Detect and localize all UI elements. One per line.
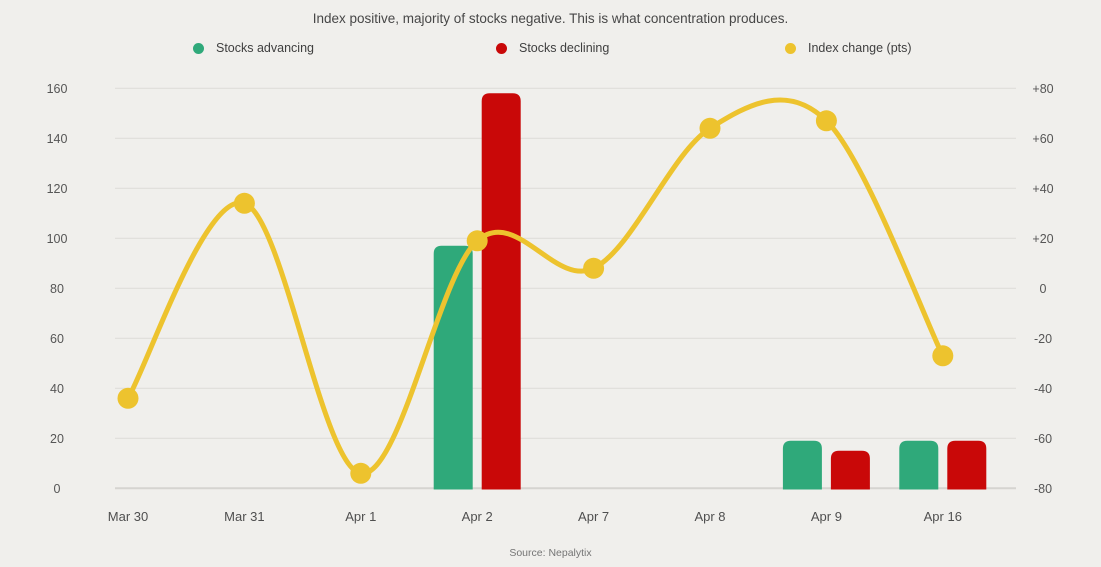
right-axis-tick-label: 0	[1040, 282, 1047, 296]
x-axis-category-label: Apr 16	[924, 509, 962, 524]
left-axis-tick-label: 120	[47, 182, 68, 196]
right-axis-tick-label: -20	[1034, 332, 1052, 346]
left-axis-tick-label: 100	[47, 232, 68, 246]
index-change-point	[932, 345, 954, 367]
left-axis-tick-label: 40	[50, 382, 64, 396]
source-caption: Source: Nepalytix	[509, 547, 592, 559]
legend-dot-advancing-icon	[193, 42, 204, 54]
left-axis-tick-label: 160	[47, 82, 68, 96]
legend-item-stocks-declining: Stocks declining	[496, 41, 609, 55]
legend-item-index-change: Index change (pts)	[785, 41, 912, 55]
index-change-point	[815, 110, 837, 132]
index-change-point	[583, 257, 605, 279]
left-axis-tick-label: 20	[50, 432, 64, 446]
x-axis-category-label: Apr 1	[345, 509, 376, 524]
legend-label-stocks-advancing: Stocks advancing	[216, 41, 314, 55]
bar-stocks-declining	[830, 450, 870, 490]
index-change-point	[117, 387, 139, 409]
x-axis-category-label: Apr 9	[811, 509, 842, 524]
left-axis-tick-label: 0	[54, 482, 61, 496]
left-axis-tick-label: 60	[50, 332, 64, 346]
bar-stocks-declining	[947, 440, 987, 490]
right-axis-tick-label: +80	[1032, 82, 1053, 96]
right-axis-tick-label: -60	[1034, 432, 1052, 446]
legend-label-stocks-declining: Stocks declining	[519, 41, 610, 55]
right-axis-tick-label: +40	[1032, 182, 1053, 196]
legend-item-stocks-advancing: Stocks advancing	[193, 41, 314, 55]
right-axis-tick-label: +60	[1032, 132, 1053, 146]
x-axis-category-label: Apr 2	[462, 509, 493, 524]
x-axis-category-label: Mar 30	[108, 509, 148, 524]
x-axis-category-label: Mar 31	[224, 509, 264, 524]
left-axis-tick-label: 140	[47, 132, 68, 146]
right-axis-tick-label: -40	[1034, 382, 1052, 396]
left-axis-tick-label: 80	[50, 282, 64, 296]
chart-title: Index positive, majority of stocks negat…	[312, 11, 789, 26]
x-axis-category-label: Apr 8	[694, 509, 725, 524]
bar-stocks-advancing	[899, 440, 939, 490]
bar-stocks-declining	[481, 93, 521, 490]
legend-label-index-change: Index change (pts)	[808, 41, 912, 55]
x-axis-category-label: Apr 7	[578, 509, 609, 524]
legend-dot-declining-icon	[496, 42, 507, 54]
index-change-point	[699, 117, 721, 139]
right-axis-tick-label: -80	[1034, 482, 1052, 496]
index-change-point	[466, 230, 488, 252]
index-change-point	[233, 192, 255, 214]
bar-stocks-advancing	[782, 440, 822, 490]
legend-dot-index-change-icon	[785, 42, 796, 54]
index-change-line	[125, 97, 946, 476]
right-axis-tick-label: +20	[1032, 232, 1053, 246]
index-change-point	[350, 462, 372, 484]
